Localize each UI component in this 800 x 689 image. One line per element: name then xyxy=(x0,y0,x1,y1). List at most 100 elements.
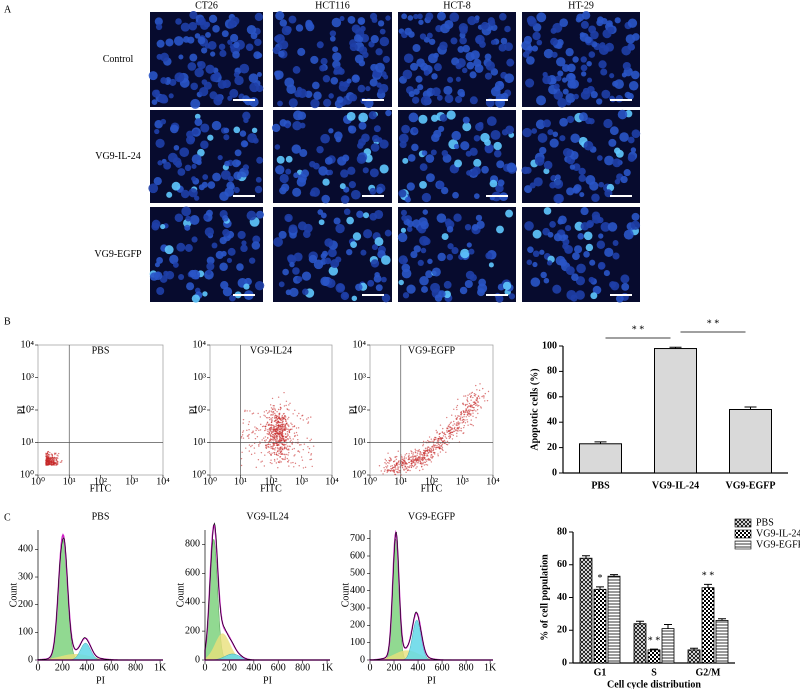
event-dot xyxy=(307,417,310,419)
event-dot xyxy=(278,413,280,415)
nucleus xyxy=(149,272,159,281)
event-dot xyxy=(450,421,452,423)
nucleus xyxy=(443,85,453,95)
nucleus xyxy=(275,11,285,21)
event-dot xyxy=(401,466,404,469)
nucleus xyxy=(179,147,190,158)
event-dot xyxy=(286,408,288,410)
event-dot xyxy=(429,447,431,449)
event-dot xyxy=(449,432,452,434)
event-dot xyxy=(288,425,290,428)
nucleus xyxy=(243,117,249,124)
nucleus xyxy=(373,274,382,283)
nucleus xyxy=(455,76,461,82)
nucleus xyxy=(160,52,169,62)
event-dot xyxy=(277,440,280,442)
nucleus xyxy=(614,17,621,24)
nucleus xyxy=(500,37,508,45)
event-dot xyxy=(467,394,469,396)
nucleus xyxy=(192,128,199,135)
nucleus xyxy=(436,180,445,189)
event-dot xyxy=(285,423,287,425)
x-tick-label: 10¹ xyxy=(234,476,247,487)
nucleus xyxy=(631,129,641,138)
event-dot xyxy=(279,428,281,431)
nucleus xyxy=(188,136,196,143)
event-dot xyxy=(60,461,63,463)
nucleus xyxy=(425,12,434,21)
event-dot xyxy=(486,399,489,402)
event-dot xyxy=(386,467,388,469)
nucleus xyxy=(537,133,548,143)
nucleus xyxy=(242,111,251,121)
event-dot xyxy=(280,421,282,424)
nucleus xyxy=(417,84,424,91)
event-dot xyxy=(279,431,282,433)
event-dot xyxy=(271,462,273,465)
x-tick-label: 10³ xyxy=(295,476,308,487)
nucleus xyxy=(488,262,494,268)
nucleus xyxy=(347,16,356,24)
event-dot xyxy=(433,440,435,442)
nucleus xyxy=(614,178,621,185)
nucleus xyxy=(254,38,262,47)
event-dot xyxy=(271,411,273,413)
significance-label: * * xyxy=(702,571,715,582)
nucleus xyxy=(534,156,545,166)
y-axis-label: PI xyxy=(16,406,27,415)
nucleus xyxy=(202,291,208,297)
nucleus xyxy=(173,36,184,46)
nucleus xyxy=(598,233,604,239)
event-dot xyxy=(453,423,456,425)
event-dot xyxy=(266,437,269,439)
nucleus xyxy=(539,249,545,255)
event-dot xyxy=(436,432,438,434)
event-dot xyxy=(270,426,272,429)
nucleus xyxy=(535,119,546,130)
event-dot xyxy=(423,457,425,460)
event-dot xyxy=(268,446,270,449)
event-dot xyxy=(412,452,415,454)
nucleus xyxy=(450,37,458,45)
event-dot xyxy=(478,397,481,399)
nucleus xyxy=(417,13,423,20)
nucleus xyxy=(324,156,333,165)
event-dot xyxy=(430,461,433,463)
event-dot xyxy=(254,452,256,454)
nucleus xyxy=(313,91,322,100)
event-dot xyxy=(267,429,269,431)
nucleus xyxy=(485,252,493,260)
event-dot xyxy=(451,433,453,436)
event-dot xyxy=(475,404,477,407)
event-dot xyxy=(292,438,294,440)
event-dot xyxy=(279,456,282,458)
event-dot xyxy=(274,453,276,456)
nucleus xyxy=(543,48,554,59)
error-bar xyxy=(596,586,604,590)
nucleus xyxy=(420,247,427,254)
nucleus xyxy=(194,113,201,120)
event-dot xyxy=(300,444,302,446)
nucleus xyxy=(160,224,166,230)
nucleus xyxy=(248,257,256,264)
nucleus xyxy=(547,231,554,238)
y-tick-label: 0 xyxy=(552,467,557,478)
event-dot xyxy=(272,424,275,427)
nucleus xyxy=(420,62,429,71)
nucleus xyxy=(194,118,203,127)
event-dot xyxy=(426,458,428,461)
nucleus xyxy=(583,251,590,258)
event-dot xyxy=(412,454,414,456)
nucleus xyxy=(413,13,419,20)
nucleus xyxy=(438,125,445,133)
event-dot xyxy=(252,412,255,414)
nucleus xyxy=(399,133,409,144)
nucleus xyxy=(370,35,379,44)
event-dot xyxy=(298,444,301,446)
event-dot xyxy=(281,457,283,460)
nucleus xyxy=(240,244,248,253)
event-dot xyxy=(275,419,277,421)
row-label: VG9-IL-24 xyxy=(95,151,141,162)
event-dot xyxy=(273,447,275,450)
event-dot xyxy=(48,457,50,460)
